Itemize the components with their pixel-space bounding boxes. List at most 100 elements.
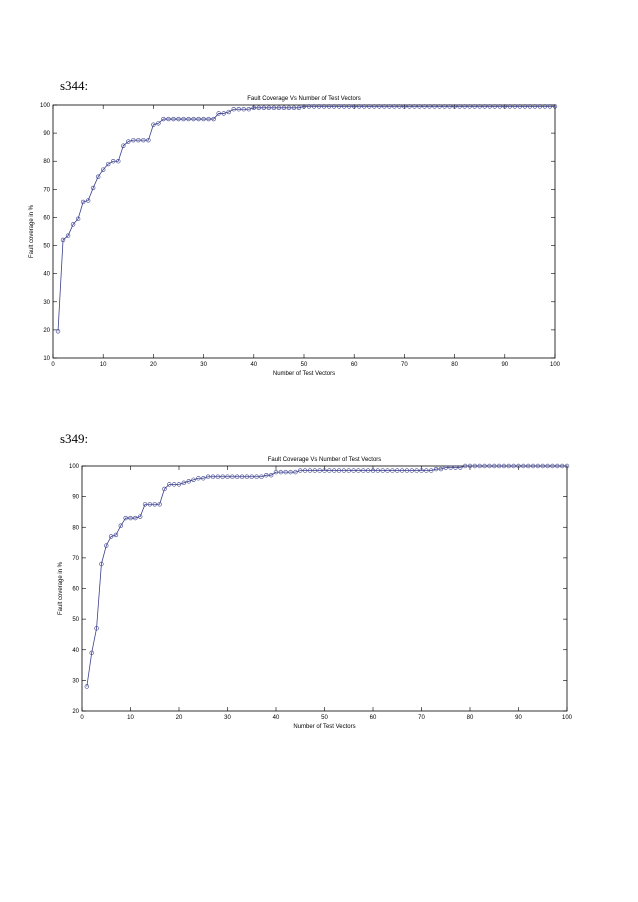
x-tick-label: 20 — [150, 362, 157, 368]
data-point-marker — [181, 480, 187, 486]
data-point-marker — [85, 198, 91, 203]
data-point-marker — [186, 479, 191, 484]
data-point-marker — [357, 104, 362, 109]
data-point-marker — [166, 116, 171, 122]
data-point-marker — [506, 463, 511, 469]
data-point-marker — [276, 105, 282, 111]
data-point-marker — [341, 468, 347, 473]
section-label-s349: s349: — [60, 431, 89, 446]
x-tick-label: 100 — [562, 715, 573, 721]
data-point-marker — [511, 463, 516, 469]
data-point-marker — [433, 466, 439, 472]
data-point-marker — [220, 474, 225, 479]
data-point-marker — [351, 468, 356, 473]
data-point-marker — [118, 523, 124, 528]
data-point-marker — [390, 468, 395, 473]
chart-title: Fault Coverage Vs Number of Test Vectors — [247, 96, 361, 102]
data-point-marker — [331, 104, 337, 109]
data-point-marker — [316, 104, 322, 109]
y-tick-label: 80 — [72, 525, 79, 531]
data-point-marker — [448, 465, 453, 470]
data-point-marker — [477, 463, 482, 469]
data-point-marker — [167, 482, 172, 487]
data-point-marker — [254, 474, 259, 479]
data-point-marker — [216, 111, 221, 116]
data-point-marker — [537, 104, 543, 109]
data-point-marker — [535, 463, 541, 469]
plot-frame — [52, 104, 556, 359]
data-point-marker — [424, 468, 429, 473]
y-tick-label: 90 — [43, 131, 50, 137]
data-point-marker — [367, 104, 372, 109]
data-point-marker — [362, 104, 367, 109]
data-point-marker — [121, 143, 126, 148]
data-point-marker — [487, 104, 492, 109]
data-point-marker — [332, 468, 337, 473]
data-point-marker — [397, 104, 402, 109]
data-point-marker — [525, 463, 531, 469]
section-label-s344: s344: — [60, 78, 89, 93]
data-point-marker — [516, 463, 521, 469]
data-point-marker — [352, 104, 357, 109]
data-point-marker — [322, 468, 327, 473]
data-point-marker — [241, 107, 246, 112]
y-tick-label: 90 — [72, 495, 79, 501]
x-tick-label: 70 — [401, 362, 408, 368]
data-point-marker — [472, 463, 478, 469]
data-point-marker — [131, 137, 136, 143]
data-point-marker — [291, 105, 297, 111]
data-point-marker — [147, 502, 153, 507]
data-point-marker — [453, 465, 458, 470]
data-point-marker — [442, 104, 447, 109]
data-point-marker — [201, 476, 206, 481]
data-point-marker — [550, 463, 555, 469]
data-point-marker — [111, 159, 116, 164]
data-point-marker — [80, 199, 86, 205]
data-point-marker — [395, 468, 400, 473]
data-point-marker — [492, 104, 497, 109]
data-point-marker — [157, 502, 162, 507]
data-point-marker — [419, 468, 424, 473]
data-point-marker — [321, 104, 327, 109]
data-point-marker — [522, 104, 528, 109]
data-point-marker — [89, 650, 94, 656]
y-tick-label: 40 — [72, 648, 79, 654]
data-point-marker — [487, 463, 492, 469]
data-point-marker — [336, 104, 342, 109]
data-point-marker — [482, 463, 487, 469]
data-point-marker — [311, 104, 317, 109]
data-point-marker — [545, 463, 550, 469]
y-tick-label: 10 — [43, 356, 50, 362]
data-point-marker — [181, 116, 186, 122]
data-point-marker — [377, 104, 382, 109]
data-point-marker — [336, 468, 342, 473]
data-point-marker — [404, 468, 410, 473]
data-point-marker — [422, 104, 427, 109]
data-point-marker — [552, 104, 558, 109]
data-point-marker — [246, 107, 251, 112]
data-point-marker — [501, 463, 507, 469]
x-tick-label: 60 — [370, 715, 377, 721]
data-point-marker — [361, 468, 366, 473]
data-point-marker — [414, 468, 419, 473]
data-point-marker — [211, 116, 216, 122]
data-point-marker — [326, 104, 332, 109]
data-point-marker — [438, 466, 444, 472]
data-point-marker — [226, 109, 231, 115]
data-point-marker — [370, 468, 376, 473]
data-point-marker — [146, 137, 151, 143]
data-point-marker — [306, 104, 312, 109]
data-point-marker — [261, 105, 267, 111]
data-point-marker — [447, 104, 452, 109]
data-point-marker — [427, 104, 432, 109]
y-tick-label: 60 — [72, 587, 79, 593]
data-point-marker — [517, 104, 523, 109]
data-point-marker — [467, 463, 473, 469]
y-tick-label: 100 — [69, 464, 80, 470]
data-point-marker — [162, 486, 167, 492]
data-point-marker — [236, 107, 241, 112]
data-point-marker — [298, 468, 303, 473]
data-point-marker — [60, 237, 66, 243]
data-point-marker — [235, 474, 240, 479]
